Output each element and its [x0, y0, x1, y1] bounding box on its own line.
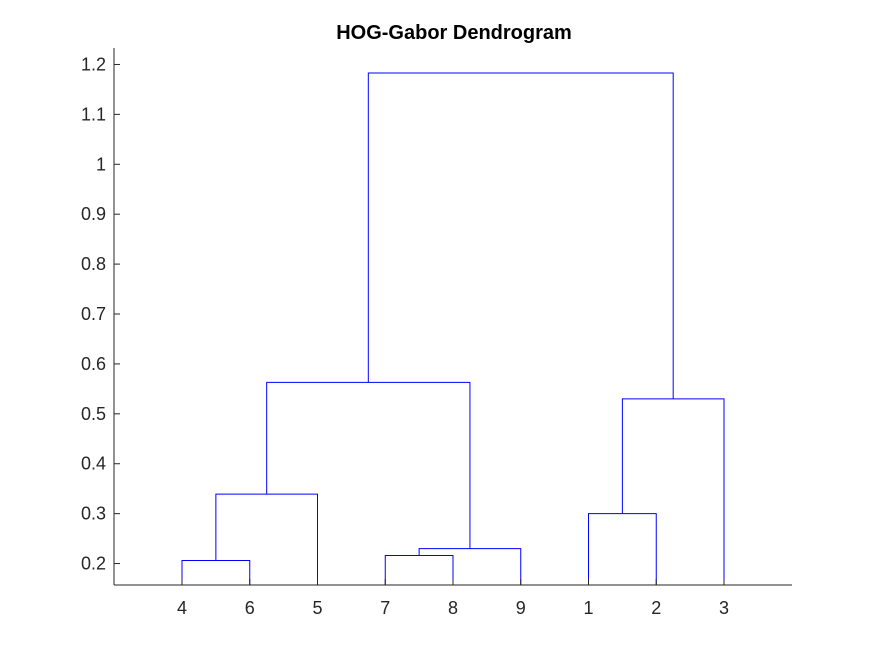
leaf-label: 7 — [380, 598, 390, 618]
dendrogram-link-c3 — [384, 555, 454, 585]
y-tick-label: 0.4 — [81, 454, 106, 474]
y-tick-label: 0.6 — [81, 354, 106, 374]
y-tick-label: 1.2 — [81, 54, 106, 74]
y-axis-ticks: 0.2 0.3 0.4 0.5 0.6 0.7 0.8 0.9 1 1.1 1.2 — [81, 54, 120, 574]
leaf-label: 1 — [583, 598, 593, 618]
leaf-label: 8 — [448, 598, 458, 618]
y-tick-label: 0.5 — [81, 404, 106, 424]
leaf-label: 4 — [177, 598, 187, 618]
dendrogram-link-c6 — [588, 513, 657, 585]
dendrogram-link-c8 — [367, 72, 674, 399]
y-tick-label: 0.8 — [81, 254, 106, 274]
leaf-label: 3 — [719, 598, 729, 618]
y-tick-label: 0.9 — [81, 204, 106, 224]
leaf-label: 2 — [651, 598, 661, 618]
dendrogram-link-c4 — [418, 548, 522, 585]
leaf-label: 6 — [245, 598, 255, 618]
dendrogram-link-c5 — [266, 381, 471, 549]
dendrogram-link-c7 — [621, 398, 725, 585]
chart-title: HOG-Gabor Dendrogram — [336, 22, 572, 44]
leaf-label: 9 — [516, 598, 526, 618]
y-tick-label: 0.3 — [81, 504, 106, 524]
dendrogram-link-c1 — [181, 560, 251, 585]
y-tick-label: 0.2 — [81, 554, 106, 574]
x-axis-ticks: 4 6 5 7 8 9 1 2 3 — [177, 579, 729, 618]
y-tick-label: 1.1 — [81, 104, 106, 124]
dendrogram-link-c2 — [215, 493, 318, 585]
dendrogram-links — [181, 72, 725, 585]
y-tick-label: 0.7 — [81, 304, 106, 324]
leaf-label: 5 — [312, 598, 322, 618]
y-tick-label: 1 — [96, 154, 106, 174]
